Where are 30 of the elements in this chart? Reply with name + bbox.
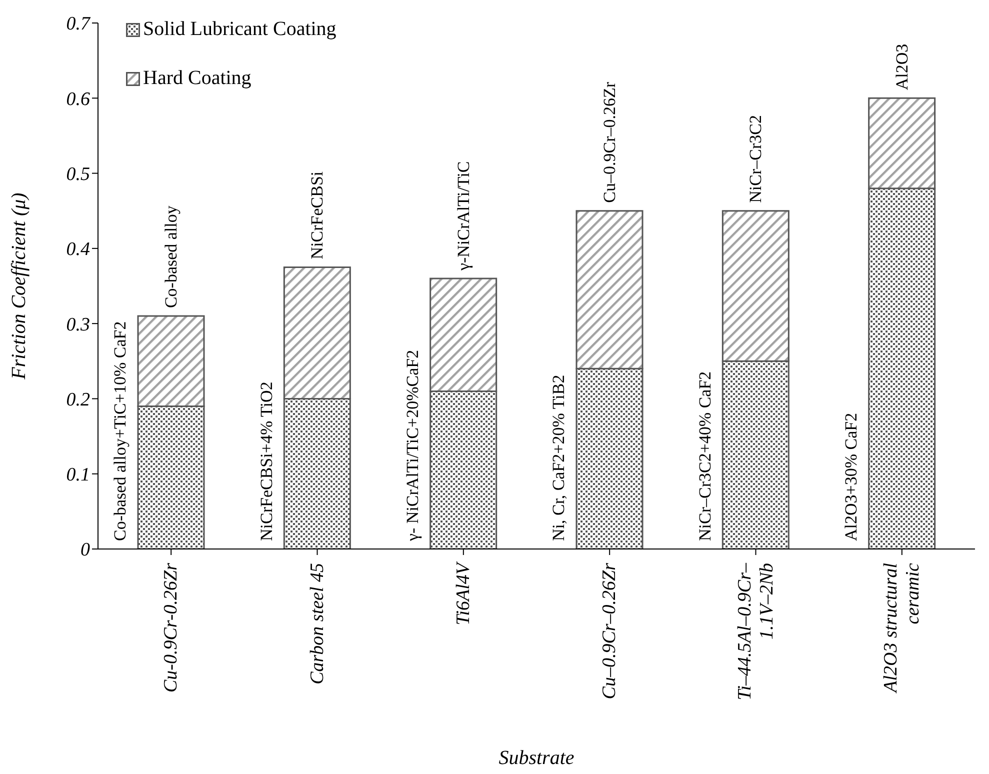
x-axis-title: Substrate: [498, 747, 574, 769]
annotation: γ-NiCrAlTi/TiC: [454, 161, 473, 272]
y-tick-label: 0.2: [66, 389, 90, 410]
x-tick-label: Ti6Al4V: [452, 560, 474, 626]
annotation: NiCr–Cr3C2+40% CaF2: [695, 371, 714, 541]
y-tick-label: 0: [80, 540, 90, 561]
x-tick-label: Cu-0.9Cr-0.26Zr: [160, 562, 182, 692]
annotation: NiCrFeCBSi: [308, 171, 327, 260]
y-axis-title: Friction Coefficient (μ): [8, 192, 30, 380]
x-tick-label: Ti–44.5Al–0.9Cr– 1.1V–2Nb: [734, 562, 778, 700]
annotation: NiCr–Cr3C2: [746, 115, 766, 203]
annotation: γ- NiCrAlTi/TiC+20%CaF2: [402, 350, 422, 542]
annotation: Ni, Cr, CaF2+20% TiB2: [549, 374, 568, 541]
annotation: Cu–0.9Cr–0.26Zr: [600, 82, 620, 203]
legend-label: Solid Lubricant Coating: [143, 18, 336, 41]
y-tick-label: 0.7: [66, 14, 92, 35]
y-tick-label: 0.3: [66, 314, 90, 336]
annotation: Co-based alloy+TiC+10% CaF2: [110, 321, 130, 541]
annotation: Co-based alloy: [162, 205, 181, 308]
x-tick-label: Carbon steel 45: [306, 563, 328, 684]
x-tick-label: Cu–0.9Cr–0.26Zr: [599, 562, 620, 700]
y-tick-label: 0.6: [66, 88, 90, 110]
annotation: NiCrFeCBSi+4% TiO2: [256, 382, 276, 541]
x-tick-label: Al2O3 structural ceramic: [880, 562, 924, 694]
annotation: Al2O3+30% CaF2: [841, 412, 860, 541]
annotation: Al2O3: [892, 44, 912, 90]
y-tick-label: 0.4: [66, 239, 90, 260]
y-tick-label: 0.1: [66, 464, 90, 486]
y-tick-label: 0.5: [66, 164, 90, 186]
legend-label: Hard Coating: [143, 67, 252, 90]
